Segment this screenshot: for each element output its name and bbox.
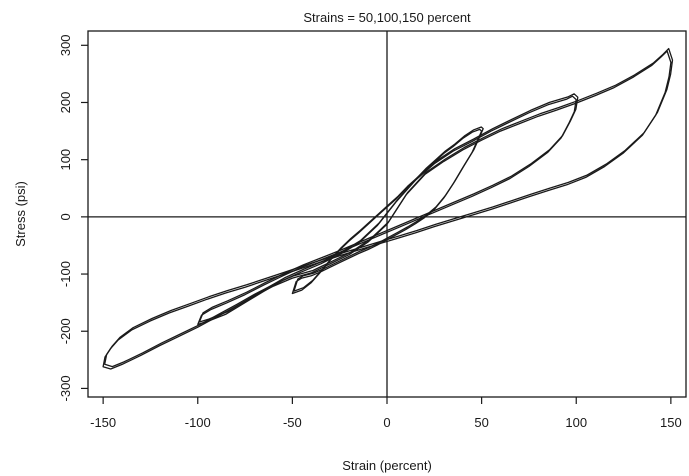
x-axis-ticks: -150 -100 -50 0 50 100 150 (90, 397, 682, 430)
y-axis-title: Stress (psi) (13, 181, 28, 247)
x-tick-label: -100 (185, 415, 211, 430)
y-axis-ticks: -300 -200 -100 0 100 200 300 (58, 34, 88, 401)
hysteresis-loop-1-trace-2 (293, 126, 484, 292)
y-tick-label: -100 (58, 261, 73, 287)
hysteresis-loop-3 (102, 50, 672, 370)
x-tick-label: -50 (283, 415, 302, 430)
hysteresis-loop-3-trace-2 (104, 47, 674, 368)
y-tick-label: 200 (58, 92, 73, 114)
y-tick-label: 300 (58, 34, 73, 56)
x-axis-title: Strain (percent) (342, 458, 432, 473)
x-tick-label: 0 (383, 415, 390, 430)
series-group (102, 47, 674, 370)
hysteresis-loop-2-trace-2 (198, 93, 579, 323)
chart-title: Strains = 50,100,150 percent (303, 10, 471, 25)
y-tick-label: 0 (58, 213, 73, 220)
x-tick-label: 150 (660, 415, 682, 430)
y-tick-label: -300 (58, 375, 73, 401)
y-tick-label: 100 (58, 149, 73, 171)
y-tick-label: -200 (58, 318, 73, 344)
x-tick-label: 50 (474, 415, 488, 430)
x-tick-label: 100 (565, 415, 587, 430)
x-tick-label: -150 (90, 415, 116, 430)
